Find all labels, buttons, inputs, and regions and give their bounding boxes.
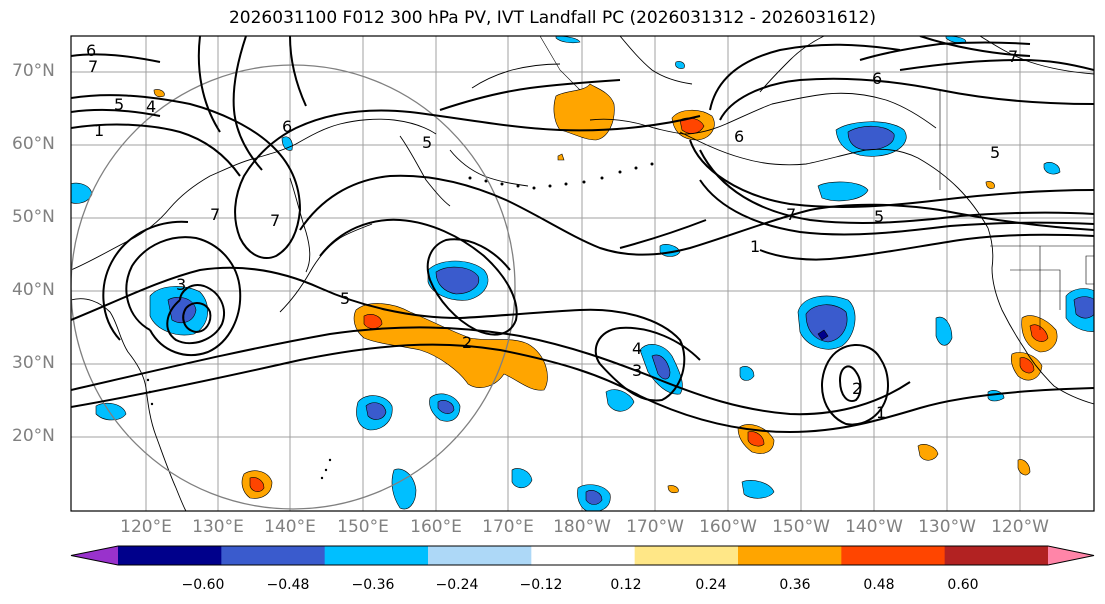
lon-label-160w: 160°W — [699, 517, 757, 537]
lon-label-160e: 160°E — [410, 517, 462, 537]
contour-label-6: 6 — [282, 117, 292, 136]
lon-label-170e: 170°E — [482, 517, 534, 537]
contour-label-6d: 6 — [86, 41, 96, 60]
colorbar-segment — [428, 546, 532, 565]
lon-label-130w: 130°W — [918, 517, 976, 537]
colorbar-segment — [634, 546, 739, 565]
colorbar-segment — [324, 546, 429, 565]
colorbar-tick-label: −0.12 — [519, 577, 563, 593]
contour-label-7: 7 — [786, 205, 796, 224]
contour-label-2: 2 — [462, 333, 472, 352]
contour-label-4b: 4 — [146, 97, 156, 116]
lat-label-20n: 20°N — [12, 426, 55, 446]
lon-label-130e: 130°E — [192, 517, 244, 537]
lon-label-180w: 180°W — [553, 517, 611, 537]
graticule — [71, 36, 1094, 511]
lon-label-170w: 170°W — [626, 517, 684, 537]
colorbar-tick-label: 0.24 — [695, 577, 727, 593]
lat-label-60n: 60°N — [12, 134, 55, 154]
contour-label-5b: 5 — [990, 143, 1000, 162]
lat-label-70n: 70°N — [12, 61, 55, 81]
colorbar-tick-label: −0.60 — [181, 577, 225, 593]
colorbar-segment — [944, 546, 1049, 565]
colorbar-segment — [221, 546, 326, 565]
colorbar-tick-label: 0.36 — [779, 577, 811, 593]
contour-label-1c: 1 — [876, 403, 886, 422]
contour-value-labels: 1 1 1 2 2 3 3 4 4 5 5 5 5 5 6 6 6 6 7 7 … — [86, 41, 1018, 422]
contour-label-5e: 5 — [874, 207, 884, 226]
colorbar-outline — [70, 545, 1095, 566]
colorbar-tick-label: 0.48 — [863, 577, 895, 593]
political-boundaries — [539, 36, 1094, 330]
lon-label-120e: 120°E — [120, 517, 172, 537]
colorbar-segment — [738, 546, 842, 565]
contour-label-5d: 5 — [422, 133, 432, 152]
lat-label-40n: 40°N — [12, 280, 55, 300]
contour-label-1b: 1 — [750, 237, 760, 256]
lon-label-140e: 140°E — [264, 517, 316, 537]
contour-label-7e: 7 — [210, 205, 220, 224]
lat-label-30n: 30°N — [12, 353, 55, 373]
contour-label-5: 5 — [114, 95, 124, 114]
contour-label-3b: 3 — [176, 275, 186, 294]
colorbar-tick-label: 0.12 — [610, 577, 642, 593]
colorbar-segment — [118, 546, 222, 565]
contour-label-1: 1 — [94, 121, 104, 140]
colorbar-extend-max — [1048, 546, 1094, 565]
map-title: 2026031100 F012 300 hPa PV, IVT Landfall… — [228, 8, 876, 28]
colorbar-tick-label: −0.24 — [435, 577, 479, 593]
contour-label-7d: 7 — [88, 57, 98, 76]
contour-label-5c: 5 — [340, 289, 350, 308]
lon-label-150e: 150°E — [337, 517, 389, 537]
contour-label-7b: 7 — [270, 211, 280, 230]
colorbar-tick-label: 0.60 — [947, 577, 979, 593]
lon-label-120w: 120°W — [991, 517, 1049, 537]
colorbar-tick-label: −0.36 — [351, 577, 395, 593]
colorbar-segment — [531, 546, 636, 565]
contour-label-3: 3 — [632, 361, 642, 380]
lon-label-140w: 140°W — [845, 517, 903, 537]
contour-label-6b: 6 — [734, 127, 744, 146]
contour-label-2b: 2 — [852, 379, 862, 398]
coastline-islands — [146, 162, 654, 480]
contour-label-7c: 7 — [1008, 47, 1018, 66]
map-frame — [70, 35, 1095, 512]
contour-label-4: 4 — [632, 339, 642, 358]
pv-negative-anomalies — [71, 36, 1094, 511]
colorbar-extend-min — [71, 546, 118, 565]
lat-label-50n: 50°N — [12, 207, 55, 227]
colorbar — [70, 545, 1095, 566]
colorbar-segment — [841, 546, 946, 565]
lon-label-150w: 150°W — [772, 517, 830, 537]
contour-label-6c: 6 — [872, 69, 882, 88]
colorbar-tick-label: −0.48 — [266, 577, 310, 593]
pv-contours — [71, 36, 1094, 434]
